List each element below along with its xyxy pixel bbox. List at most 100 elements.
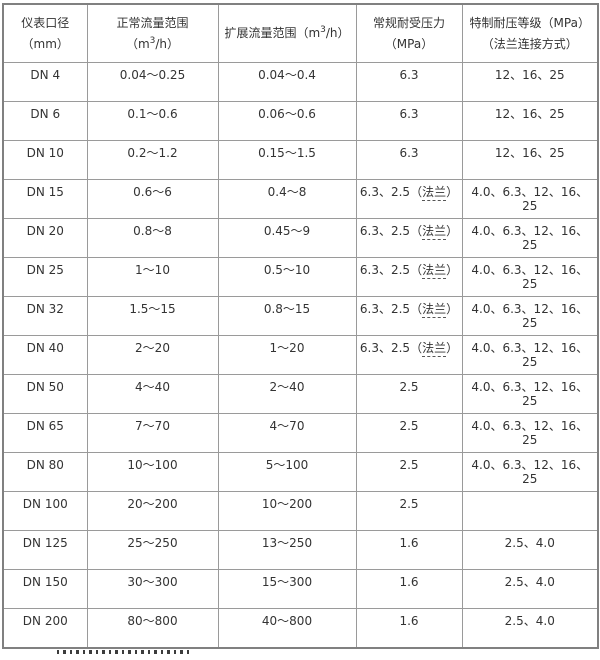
extended-range-cell: 4～70 [217,413,357,453]
header-special-pressure-label: 特制耐压等级（MPa）（法兰连接方式） [469,15,590,51]
special-pressure-cell: 4.0、6.3、12、16、25 [461,179,599,219]
normal-range-cell: 25～250 [86,530,219,570]
pressure-cell: 2.5 [355,413,463,453]
special-pressure-cell: 2.5、4.0 [461,569,599,609]
flange-note: 法兰 [422,224,447,240]
header-pressure-label: 常规耐受压力（MPa） [372,15,445,51]
header-row: 仪表口径（mm） 正常流量范围（m3/h） 扩展流量范围（m3/h） 常规耐受压… [2,3,599,63]
diameter-cell: DN 50 [2,374,88,414]
special-pressure-cell: 12、16、25 [461,101,599,141]
normal-range-cell: 10～100 [86,452,219,492]
diameter-cell: DN 80 [2,452,88,492]
table-row: DN 80 10～100 5～100 2.5 4.0、6.3、12、16、25 [2,452,599,492]
table-row: DN 150 30～300 15～300 1.6 2.5、4.0 [2,569,599,609]
table-row: DN 10 0.2～1.2 0.15～1.5 6.3 12、16、25 [2,140,599,180]
pressure-cell: 6.3、2.5（法兰） [355,218,463,258]
special-pressure-cell: 4.0、6.3、12、16、25 [461,335,599,375]
normal-range-cell: 80～800 [86,608,219,649]
special-pressure-cell [461,491,599,531]
special-pressure-cell: 4.0、6.3、12、16、25 [461,296,599,336]
pressure-cell: 6.3 [355,140,463,180]
table-row: DN 4 0.04～0.25 0.04～0.4 6.3 12、16、25 [2,62,599,102]
diameter-cell: DN 200 [2,608,88,649]
extended-range-cell: 15～300 [217,569,357,609]
normal-range-cell: 0.8～8 [86,218,219,258]
diameter-cell: DN 4 [2,62,88,102]
normal-range-cell: 0.04～0.25 [86,62,219,102]
header-extended-range-suffix: /h） [325,26,350,40]
extended-range-cell: 10～200 [217,491,357,531]
flow-meter-spec-table: 仪表口径（mm） 正常流量范围（m3/h） 扩展流量范围（m3/h） 常规耐受压… [2,3,599,649]
pressure-cell: 1.6 [355,530,463,570]
special-pressure-cell: 4.0、6.3、12、16、25 [461,257,599,297]
table-row: DN 100 20～200 10～200 2.5 [2,491,599,531]
special-pressure-cell: 4.0、6.3、12、16、25 [461,452,599,492]
pressure-cell: 6.3 [355,101,463,141]
table-row: DN 40 2～20 1～20 6.3、2.5（法兰） 4.0、6.3、12、16、25 [2,335,599,375]
normal-range-cell: 0.6～6 [86,179,219,219]
extended-range-cell: 2～40 [217,374,357,414]
pressure-cell: 6.3、2.5（法兰） [355,257,463,297]
pressure-cell: 6.3、2.5（法兰） [355,179,463,219]
table-body: DN 4 0.04～0.25 0.04～0.4 6.3 12、16、25 DN 6 0.1～… [2,62,599,649]
extended-range-cell: 5～100 [217,452,357,492]
normal-range-cell: 30～300 [86,569,219,609]
pressure-cell: 1.6 [355,608,463,649]
clipped-text-fragment [57,650,191,654]
diameter-cell: DN 25 [2,257,88,297]
normal-range-cell: 7～70 [86,413,219,453]
special-pressure-cell: 4.0、6.3、12、16、25 [461,218,599,258]
flange-note: 法兰 [422,263,447,279]
extended-range-cell: 1～20 [217,335,357,375]
special-pressure-cell: 2.5、4.0 [461,530,599,570]
table-row: DN 50 4～40 2～40 2.5 4.0、6.3、12、16、25 [2,374,599,414]
table-row: DN 20 0.8～8 0.45～9 6.3、2.5（法兰） 4.0、6.3、12、16… [2,218,599,258]
extended-range-cell: 0.4～8 [217,179,357,219]
diameter-cell: DN 40 [2,335,88,375]
pressure-cell: 2.5 [355,452,463,492]
flange-note: 法兰 [422,341,447,357]
extended-range-cell: 0.04～0.4 [217,62,357,102]
header-normal-range-sup: 3 [149,35,156,46]
header-normal-range: 正常流量范围（m3/h） [86,3,219,63]
diameter-cell: DN 125 [2,530,88,570]
normal-range-cell: 20～200 [86,491,219,531]
flange-note: 法兰 [422,302,447,318]
pressure-cell: 2.5 [355,374,463,414]
extended-range-cell: 0.8～15 [217,296,357,336]
normal-range-cell: 2～20 [86,335,219,375]
pressure-cell: 6.3、2.5（法兰） [355,296,463,336]
header-pressure: 常规耐受压力（MPa） [355,3,463,63]
diameter-cell: DN 6 [2,101,88,141]
pressure-cell: 2.5 [355,491,463,531]
extended-range-cell: 0.06～0.6 [217,101,357,141]
header-extended-range-sup: 3 [320,25,326,35]
pressure-cell: 6.3、2.5（法兰） [355,335,463,375]
special-pressure-cell: 12、16、25 [461,62,599,102]
flange-note: 法兰 [422,185,447,201]
special-pressure-cell: 4.0、6.3、12、16、25 [461,413,599,453]
header-normal-range-label: 正常流量范围（m [116,15,189,51]
diameter-cell: DN 100 [2,491,88,531]
special-pressure-cell: 4.0、6.3、12、16、25 [461,374,599,414]
diameter-cell: DN 20 [2,218,88,258]
extended-range-cell: 0.5～10 [217,257,357,297]
extended-range-cell: 0.15～1.5 [217,140,357,180]
diameter-cell: DN 10 [2,140,88,180]
normal-range-cell: 4～40 [86,374,219,414]
normal-range-cell: 0.2～1.2 [86,140,219,180]
special-pressure-cell: 2.5、4.0 [461,608,599,649]
special-pressure-cell: 12、16、25 [461,140,599,180]
header-normal-range-suffix: /h） [155,36,180,51]
table-row: DN 65 7～70 4～70 2.5 4.0、6.3、12、16、25 [2,413,599,453]
pressure-cell: 6.3 [355,62,463,102]
table-row: DN 32 1.5～15 0.8～15 6.3、2.5（法兰） 4.0、6.3、12、1… [2,296,599,336]
normal-range-cell: 1～10 [86,257,219,297]
diameter-cell: DN 32 [2,296,88,336]
diameter-cell: DN 15 [2,179,88,219]
diameter-cell: DN 150 [2,569,88,609]
table-row: DN 15 0.6～6 0.4～8 6.3、2.5（法兰） 4.0、6.3、12、16、… [2,179,599,219]
extended-range-cell: 40～800 [217,608,357,649]
normal-range-cell: 0.1～0.6 [86,101,219,141]
diameter-cell: DN 65 [2,413,88,453]
